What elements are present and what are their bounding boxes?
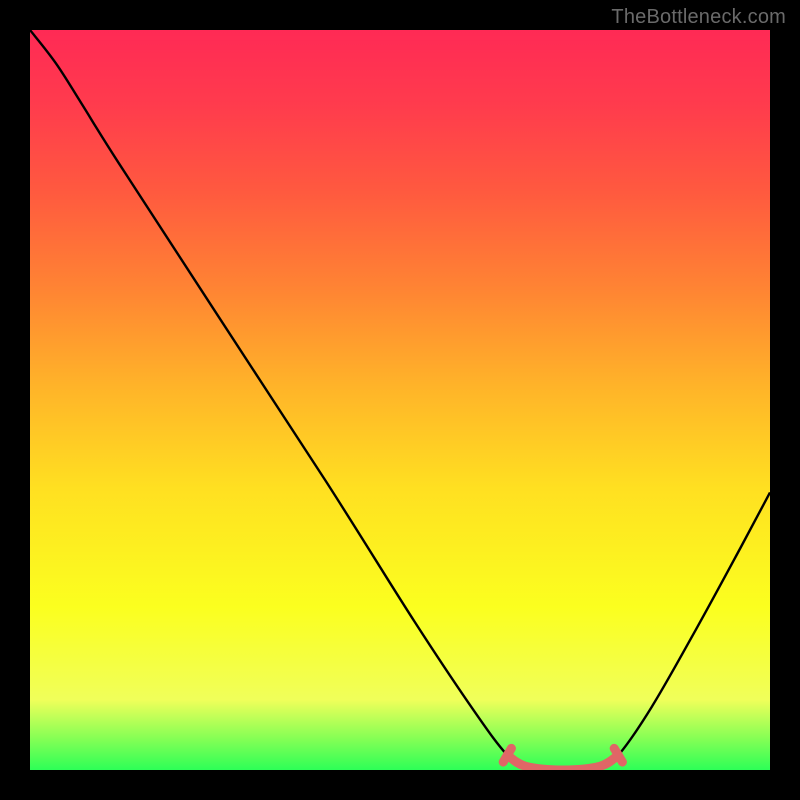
chart-root: TheBottleneck.com <box>0 0 800 800</box>
watermark-text: TheBottleneck.com <box>611 6 786 29</box>
plot-background-gradient <box>30 30 770 770</box>
bottleneck-chart-svg <box>0 0 800 800</box>
